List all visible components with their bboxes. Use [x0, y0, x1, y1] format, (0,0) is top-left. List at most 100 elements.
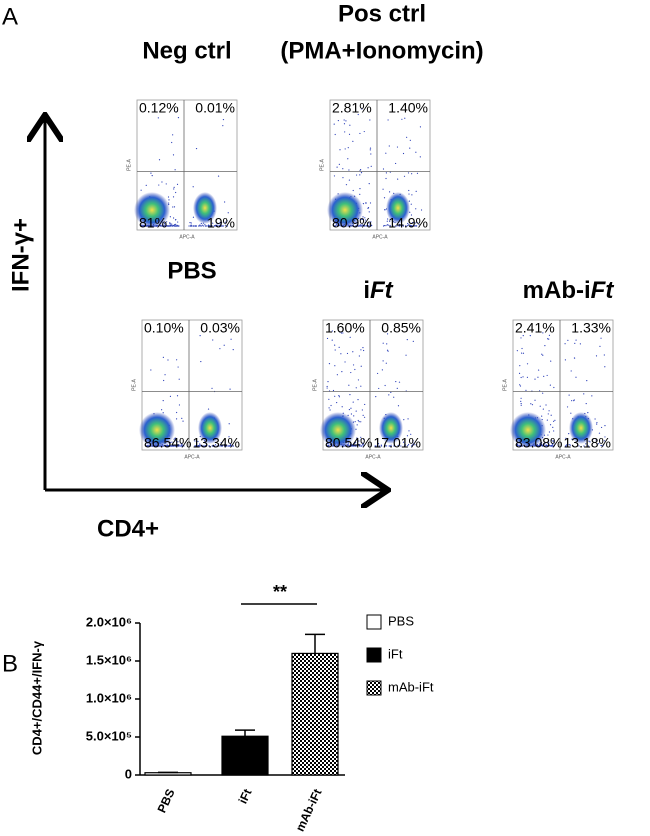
event-dot: [534, 378, 536, 380]
event-dot: [169, 222, 171, 224]
event-dot: [552, 440, 555, 442]
event-dot: [157, 117, 159, 119]
event-dot: [345, 120, 347, 122]
event-dot: [553, 386, 555, 389]
event-dot: [198, 225, 200, 227]
event-dot: [340, 332, 343, 334]
event-dot: [369, 119, 371, 121]
y-tick-label: 2.0×10⁶: [86, 614, 132, 629]
event-dot: [597, 443, 600, 445]
event-dot: [374, 445, 376, 447]
quadrant-percent: 14.9%: [388, 215, 428, 231]
event-dot: [172, 154, 175, 156]
event-dot: [350, 407, 352, 409]
event-dot: [415, 190, 417, 192]
event-dot: [546, 374, 548, 377]
event-dot: [197, 440, 199, 443]
event-dot: [357, 443, 360, 446]
event-dot: [361, 442, 364, 444]
event-dot: [520, 404, 522, 406]
event-dot: [194, 445, 196, 447]
event-dot: [543, 375, 545, 377]
title-part: Ft: [370, 277, 394, 304]
panel-label: A: [2, 3, 18, 30]
event-dot: [181, 444, 183, 446]
x-channel: APC-A: [184, 454, 200, 460]
event-dot: [338, 394, 340, 397]
event-dot: [344, 131, 346, 133]
event-dot: [543, 443, 545, 446]
event-dot: [360, 218, 362, 220]
event-dot: [349, 394, 351, 396]
event-dot: [414, 444, 416, 446]
event-dot: [378, 445, 380, 447]
event-dot: [199, 445, 201, 447]
x-channel: APC-A: [365, 454, 381, 460]
event-dot: [331, 330, 333, 332]
plot-title: PBS: [167, 257, 216, 284]
event-dot: [531, 404, 534, 406]
event-dot: [542, 408, 544, 410]
event-dot: [204, 224, 206, 226]
event-dot: [357, 399, 359, 401]
x-channel: APC-A: [555, 454, 571, 460]
event-dot: [388, 191, 391, 193]
event-dot: [542, 392, 544, 394]
y-tick-label: 1.5×10⁶: [86, 652, 132, 667]
density-blob: [193, 192, 217, 224]
event-dot: [603, 444, 605, 446]
plot-title: mAb-iFt: [523, 277, 615, 304]
event-dot: [411, 444, 414, 446]
bar: [291, 652, 339, 776]
quadrant-percent: 0.85%: [381, 320, 421, 336]
event-dot: [566, 406, 569, 408]
quadrant-percent: 1.60%: [325, 320, 365, 336]
event-dot: [172, 217, 175, 219]
event-dot: [211, 224, 213, 227]
event-dot: [573, 400, 575, 402]
event-dot: [174, 169, 176, 171]
event-dot: [368, 183, 370, 185]
event-dot: [172, 206, 174, 208]
quadrant-percent: 80.9%: [332, 215, 372, 231]
event-dot: [526, 376, 529, 378]
event-dot: [395, 162, 397, 165]
event-dot: [354, 225, 356, 227]
event-dot: [600, 444, 602, 447]
event-dot: [411, 445, 413, 447]
y-axis-label: CD4+/CD44+/IFN-γ: [29, 640, 44, 755]
event-dot: [358, 355, 360, 357]
event-dot: [358, 440, 360, 442]
x-axis-label: CD4+: [97, 515, 159, 542]
bar: [221, 735, 269, 776]
event-dot: [204, 225, 206, 227]
event-dot: [383, 197, 386, 199]
event-dot: [351, 445, 353, 447]
title-part: i: [363, 277, 370, 304]
x-tick-label: iFt: [236, 787, 255, 806]
event-dot: [203, 445, 205, 447]
event-dot: [212, 339, 214, 341]
event-dot: [404, 444, 407, 446]
event-dot: [163, 379, 165, 382]
event-dot: [140, 225, 142, 227]
event-dot: [384, 209, 386, 211]
event-dot: [190, 222, 192, 224]
plot-title: (PMA+Ionomycin): [280, 37, 483, 64]
event-dot: [177, 366, 179, 368]
event-dot: [167, 196, 170, 198]
event-dot: [541, 442, 543, 444]
quadrant-percent: 1.40%: [388, 100, 428, 116]
event-dot: [334, 133, 336, 136]
event-dot: [419, 126, 422, 128]
event-dot: [518, 372, 521, 374]
event-dot: [409, 224, 412, 226]
panel-b: 0 5.0×10⁵ 1.0×10⁶ 1.5×10⁶ 2.0×10⁶ CD4+/CD44+/…: [29, 582, 433, 834]
event-dot: [603, 440, 606, 442]
event-dot: [406, 339, 408, 341]
event-dot: [384, 445, 386, 447]
event-dot: [354, 368, 356, 371]
event-dot: [220, 223, 222, 225]
event-dot: [363, 349, 365, 352]
event-dot: [407, 222, 409, 225]
